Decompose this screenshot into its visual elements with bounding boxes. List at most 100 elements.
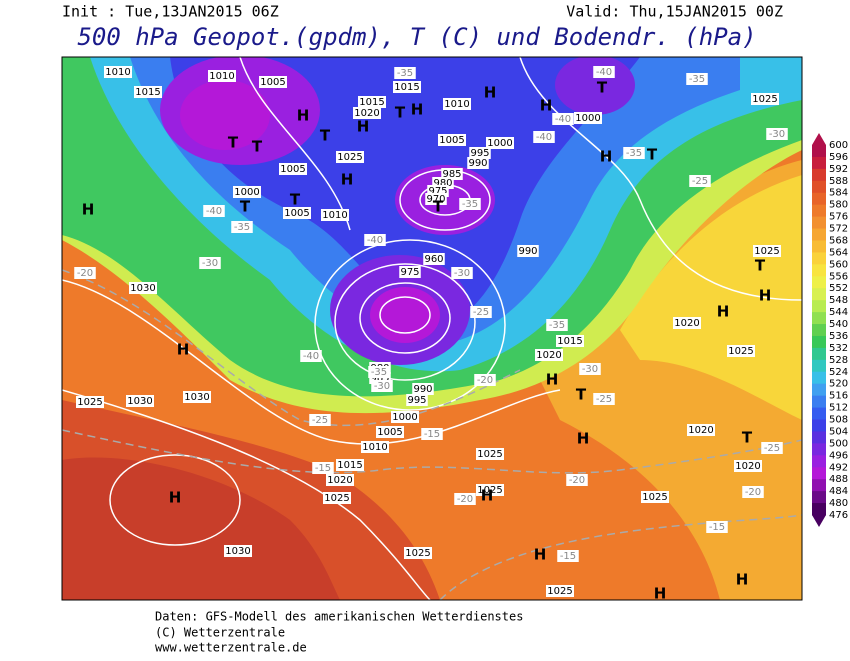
temperature-label-box <box>742 486 764 498</box>
colorbar-band <box>812 395 826 409</box>
temperature-label: -35 <box>689 74 705 85</box>
isobar-label: 1010 <box>105 67 130 78</box>
colorbar-label: 480 <box>829 498 848 509</box>
isobar-label-box <box>443 98 471 110</box>
isobar-label: 1025 <box>752 94 777 105</box>
isobar-label: 1015 <box>337 460 362 471</box>
isobar-label-box <box>326 474 354 486</box>
colorbar-band <box>812 312 826 325</box>
temperature-label: -20 <box>745 487 761 498</box>
pressure-center: T <box>647 146 658 164</box>
pressure-center: T <box>433 198 444 216</box>
colorbar-band <box>812 145 826 158</box>
temperature-label: -25 <box>692 176 708 187</box>
isobar-label: 1010 <box>362 442 387 453</box>
isobar-label: 1025 <box>728 346 753 357</box>
isobar-label: 975 <box>428 186 447 197</box>
pressure-center: H <box>759 287 772 305</box>
isobar-label-box <box>556 335 584 347</box>
isobar-label: 1030 <box>225 546 250 557</box>
colorbar-label: 572 <box>829 224 848 235</box>
isobar-label-box <box>546 585 574 597</box>
isobar-label: 1025 <box>547 586 572 597</box>
isobar-label-box <box>76 396 104 408</box>
colorbar-band <box>812 192 826 206</box>
colorbar-label: 532 <box>829 343 848 354</box>
colorbar-band <box>812 431 826 444</box>
colorbar-label: 544 <box>829 307 848 318</box>
isobar-label: 1015 <box>557 336 582 347</box>
temperature-label-box <box>451 267 473 279</box>
temperature-label: -30 <box>202 258 218 269</box>
temperature-label: -15 <box>424 429 440 440</box>
temperature-label-box <box>470 306 492 318</box>
colorbar-band <box>812 156 826 170</box>
isobar-label: 990 <box>413 384 432 395</box>
isobar-label: 1005 <box>284 208 309 219</box>
isobar-label-box <box>423 253 445 265</box>
isobar-label: 1005 <box>260 77 285 88</box>
isobar-label: 985 <box>370 373 389 384</box>
isobar-label-box <box>751 93 779 105</box>
isobar-label: 980 <box>433 178 452 189</box>
isobar-label-box <box>376 426 404 438</box>
colorbar-band <box>812 335 826 349</box>
colorbar-label: 524 <box>829 367 848 378</box>
temperature-label-box <box>231 221 253 233</box>
temperature-label: -35 <box>234 222 250 233</box>
pressure-center: H <box>654 585 667 603</box>
pressure-center: T <box>228 134 239 152</box>
isobar-label: 1020 <box>688 425 713 436</box>
pressure-center: H <box>82 201 95 219</box>
isobar-label-box <box>467 157 489 169</box>
isobar-label-box <box>361 441 389 453</box>
isobar-label: 1005 <box>377 427 402 438</box>
colorbar-label: 536 <box>829 331 848 342</box>
isobar-label: 975 <box>400 267 419 278</box>
colorbar-label: 508 <box>829 415 848 426</box>
isobar-label: 1005 <box>280 164 305 175</box>
isobar-label-box <box>321 209 349 221</box>
isobar-label: 970 <box>426 194 445 205</box>
colorbar-label: 588 <box>829 176 848 187</box>
temperature-label: -25 <box>596 394 612 405</box>
isobar-label-box <box>517 245 539 257</box>
isobar-label-box <box>129 282 157 294</box>
colorbar-band <box>812 491 826 504</box>
pressure-center: H <box>600 148 613 166</box>
footer-line: Daten: GFS-Modell des amerikanischen Wet… <box>155 610 523 624</box>
isobar-label-box <box>336 151 364 163</box>
temperature-label: -40 <box>206 206 222 217</box>
colorbar-arrow <box>812 515 826 527</box>
map-frame <box>61 56 803 601</box>
isobar-label-box <box>233 186 261 198</box>
colorbar-band <box>812 216 826 230</box>
colorbar-band <box>812 419 826 432</box>
isobar-label-box <box>687 424 715 436</box>
colorbar-label: 500 <box>829 438 848 449</box>
pressure-center: T <box>597 79 608 97</box>
colorbar-label: 484 <box>829 486 848 497</box>
colorbar-label: 552 <box>829 283 848 294</box>
temperature-label-box <box>421 428 443 440</box>
temperature-label-box <box>394 67 416 79</box>
temperature-label: -35 <box>397 68 413 79</box>
isobar-label: 1025 <box>477 449 502 460</box>
temperature-label: -25 <box>764 443 780 454</box>
colorbar-label: 548 <box>829 295 848 306</box>
isobar-label: 1025 <box>642 492 667 503</box>
isobar-label: 1025 <box>405 548 430 559</box>
temperature-label: -15 <box>709 522 725 533</box>
isobar-label-box <box>323 492 351 504</box>
pressure-center: H <box>297 107 310 125</box>
temperature-label: -30 <box>769 129 785 140</box>
colorbar-band <box>812 479 826 492</box>
isobar-label: 985 <box>442 169 461 180</box>
colorbar-label: 596 <box>829 152 848 163</box>
pressure-center: T <box>755 257 766 275</box>
isobar-label: 1025 <box>754 246 779 257</box>
temperature-label: -35 <box>462 199 478 210</box>
temperature-label-box <box>312 462 334 474</box>
